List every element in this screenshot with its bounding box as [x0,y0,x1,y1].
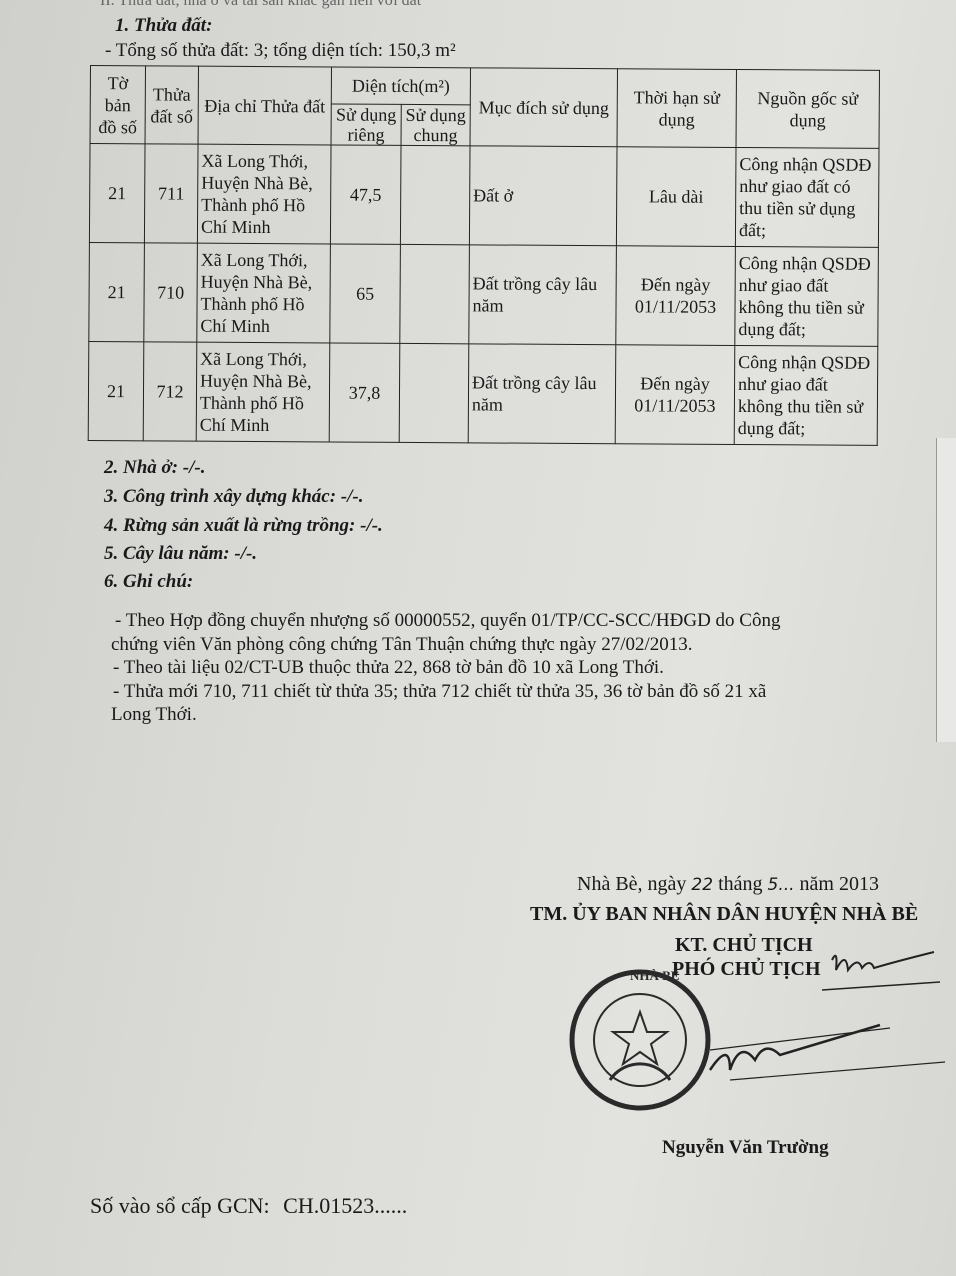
cell-area-private: 37,8 [329,342,400,443]
note-line: - Theo tài liệu 02/CT-UB thuộc thửa 22, … [113,657,664,678]
cell-address: Xã Long Thới, Huyện Nhà Bè, Thành phố Hồ… [197,144,332,244]
table-row: 21 711 Xã Long Thới, Huyện Nhà Bè, Thành… [89,143,880,248]
year-label: năm [799,873,834,895]
cell-map-sheet: 21 [89,143,146,243]
section-6: 6. Ghi chú: [104,571,194,592]
section-3: 3. Công trình xây dựng khác: -/-. [104,486,364,507]
cell-term: Đến ngày 01/11/2053 [615,245,736,346]
date-year: 2013 [838,873,879,895]
header-area: Diện tích(m²) [331,66,471,105]
cell-origin: Công nhận QSDĐ như giao đất có thu tiền … [735,147,880,248]
registry-value: CH.01523...... [283,1193,408,1218]
header-purpose: Mục đích sử dụng [470,67,618,147]
table-row: 21 710 Xã Long Thới, Huyện Nhà Bè, Thành… [88,242,879,347]
section-4: 4. Rừng sản xuất là rừng trồng: -/-. [104,515,383,536]
header-area-private: Sử dụng riêng [331,103,402,146]
land-summary: - Tổng số thửa đất: 3; tổng diện tích: 1… [105,40,456,61]
date-month: 5... [767,875,795,895]
cell-parcel: 712 [143,341,197,442]
issuing-org: TM. ỦY BAN NHÂN DÂN HUYỆN NHÀ BÈ [530,903,919,925]
cell-purpose: Đất trồng cây lâu năm [468,343,616,444]
date-prefix: Nhà Bè, ngày [577,873,687,895]
header-term: Thời hạn sử dụng [617,68,737,148]
cell-area-private: 65 [329,243,401,344]
cell-term: Đến ngày 01/11/2053 [615,344,735,445]
signing-date: Nhà Bè, ngày 22 tháng 5... năm 2013 [577,873,879,896]
date-day: 22 [691,875,714,895]
note-line: Long Thới. [111,704,197,725]
signer-name: Nguyễn Văn Trường [662,1137,829,1158]
top-cut-text: II. Thửa đất, nhà ở và tài sản khác gắn … [100,0,422,9]
cell-purpose: Đất ở [469,145,618,246]
signatures-and-seal: NHÀ BÈ [569,951,946,1111]
registry-number: Số vào sổ cấp GCN: CH.01523...... [90,1193,407,1219]
official-seal: NHÀ BÈ [569,968,711,1111]
section-2: 2. Nhà ở: -/-. [104,457,206,478]
cell-area-shared [400,145,471,245]
cell-area-private: 47,5 [330,144,402,245]
signer-title-2: PHÓ CHỦ TỊCH [672,958,821,980]
cell-map-sheet: 21 [88,242,145,342]
cell-parcel: 710 [143,242,198,343]
cell-address: Xã Long Thới, Huyện Nhà Bè, Thành phố Hồ… [196,342,330,442]
signer-title-1: KT. CHỦ TỊCH [675,934,813,956]
cell-origin: Công nhận QSDĐ như giao đất không thu ti… [734,246,879,347]
header-address: Địa chỉ Thửa đất [198,66,332,145]
cell-purpose: Đất trồng cây lâu năm [468,244,617,345]
month-label: tháng [718,873,763,895]
note-line: - Theo Hợp đồng chuyển nhượng số 0000055… [115,610,781,631]
table-row: 21 712 Xã Long Thới, Huyện Nhà Bè, Thành… [88,341,878,446]
svg-text:NHÀ BÈ: NHÀ BÈ [630,968,679,983]
section-5: 5. Cây lâu năm: -/-. [104,543,258,564]
cell-term: Lâu dài [616,146,737,247]
header-origin: Nguồn gốc sử dụng [736,69,880,149]
main-signature [708,1023,881,1071]
note-line: chứng viên Văn phòng công chứng Tân Thuậ… [111,634,693,655]
cell-address: Xã Long Thới, Huyện Nhà Bè, Thành phố Hồ… [196,243,331,343]
note-line: - Thửa mới 710, 711 chiết từ thửa 35; th… [113,681,767,702]
land-parcel-table: Tờ bản đồ số Thửa đất số Địa chỉ Thửa đấ… [88,65,880,446]
header-parcel: Thửa đất số [145,65,199,145]
cell-area-shared [399,343,469,443]
cell-parcel: 711 [144,143,199,244]
registry-label: Số vào sổ cấp GCN: [90,1193,270,1218]
paper-edge [936,438,956,742]
header-area-shared: Sử dụng chung [401,104,471,146]
signature-line [821,981,941,991]
cell-map-sheet: 21 [88,341,144,441]
cell-origin: Công nhận QSDĐ như giao đất không thu ti… [734,345,878,446]
cell-area-shared [399,244,470,344]
initials-signature [831,951,935,973]
header-map-sheet: Tờ bản đồ số [90,65,146,144]
section-1-title: 1. Thửa đất: [115,15,213,36]
